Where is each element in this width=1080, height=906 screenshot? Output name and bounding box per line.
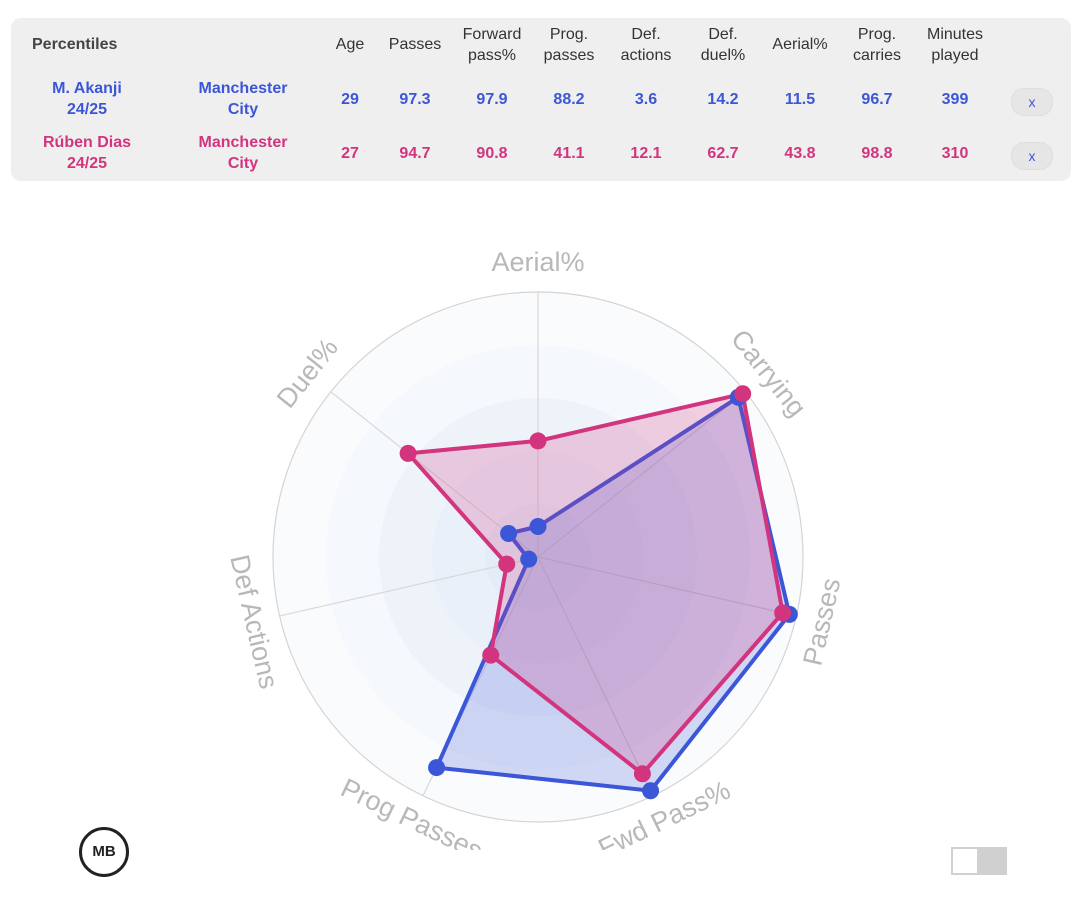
- data-point: [498, 555, 516, 573]
- table-cell: 3.6: [634, 91, 658, 108]
- data-point: [399, 444, 417, 462]
- column-header: played: [931, 47, 979, 64]
- mb-logo: MB: [79, 827, 129, 877]
- player-season: 24/25: [66, 101, 108, 118]
- data-point: [734, 385, 752, 403]
- table-cell: 62.7: [707, 145, 739, 162]
- player-name: Rúben Dias: [42, 134, 131, 151]
- column-header: duel%: [700, 47, 746, 64]
- data-point: [633, 765, 651, 783]
- data-point: [642, 782, 660, 800]
- radar-spoke: [279, 556, 539, 617]
- table-cell: 96.7: [861, 91, 893, 108]
- player-club: City: [227, 101, 259, 118]
- data-point: [529, 518, 547, 536]
- axis-label: Passes: [797, 575, 846, 668]
- data-point: [529, 432, 547, 450]
- remove-player-button[interactable]: x: [1011, 88, 1053, 116]
- table-cell: 97.3: [399, 91, 431, 108]
- column-header: Def.: [631, 26, 661, 43]
- column-header: Forward: [462, 26, 522, 43]
- table-cell: 14.2: [707, 91, 739, 108]
- table-cell: 94.7: [399, 145, 431, 162]
- table-cell: 27: [341, 145, 359, 162]
- column-header: Def.: [708, 26, 738, 43]
- percentiles-table: [11, 18, 1071, 181]
- player-club: Manchester: [198, 134, 288, 151]
- corner-label: Percentiles: [32, 36, 118, 53]
- column-header: Prog.: [549, 26, 589, 43]
- player-club: Manchester: [198, 80, 288, 97]
- column-header: actions: [620, 47, 672, 64]
- column-header: Minutes: [926, 26, 984, 43]
- toggle-knob[interactable]: [953, 849, 977, 873]
- series-area: [406, 391, 785, 776]
- table-cell: 12.1: [630, 145, 662, 162]
- column-header: Age: [335, 36, 365, 53]
- column-header: passes: [543, 47, 595, 64]
- table-cell: 88.2: [553, 91, 585, 108]
- player-club: City: [227, 155, 259, 172]
- table-cell: 29: [341, 91, 359, 108]
- table-cell: 43.8: [784, 145, 816, 162]
- remove-player-button[interactable]: x: [1011, 142, 1053, 170]
- column-header: carries: [852, 47, 901, 64]
- radar-spoke: [537, 556, 797, 617]
- data-point: [500, 525, 518, 543]
- column-header: Passes: [388, 36, 442, 53]
- player-name: M. Akanji: [52, 80, 122, 97]
- table-cell: 98.8: [861, 145, 893, 162]
- table-cell: 11.5: [784, 91, 816, 108]
- radar-spoke: [537, 556, 654, 797]
- view-toggle[interactable]: [951, 847, 1007, 875]
- data-point: [774, 604, 792, 622]
- axis-label: Aerial%: [491, 247, 584, 277]
- column-header: Aerial%: [772, 36, 828, 53]
- data-point: [428, 759, 446, 777]
- table-cell: 97.9: [476, 91, 508, 108]
- table-cell: 41.1: [553, 145, 585, 162]
- table-cell: 399: [941, 91, 969, 108]
- column-header: Prog.: [857, 26, 897, 43]
- data-point: [482, 646, 500, 664]
- table-cell: 90.8: [476, 145, 508, 162]
- player-season: 24/25: [66, 155, 108, 172]
- data-point: [520, 550, 538, 568]
- table-cell: 310: [941, 145, 969, 162]
- radar-spoke: [537, 391, 746, 558]
- column-header: pass%: [467, 47, 517, 64]
